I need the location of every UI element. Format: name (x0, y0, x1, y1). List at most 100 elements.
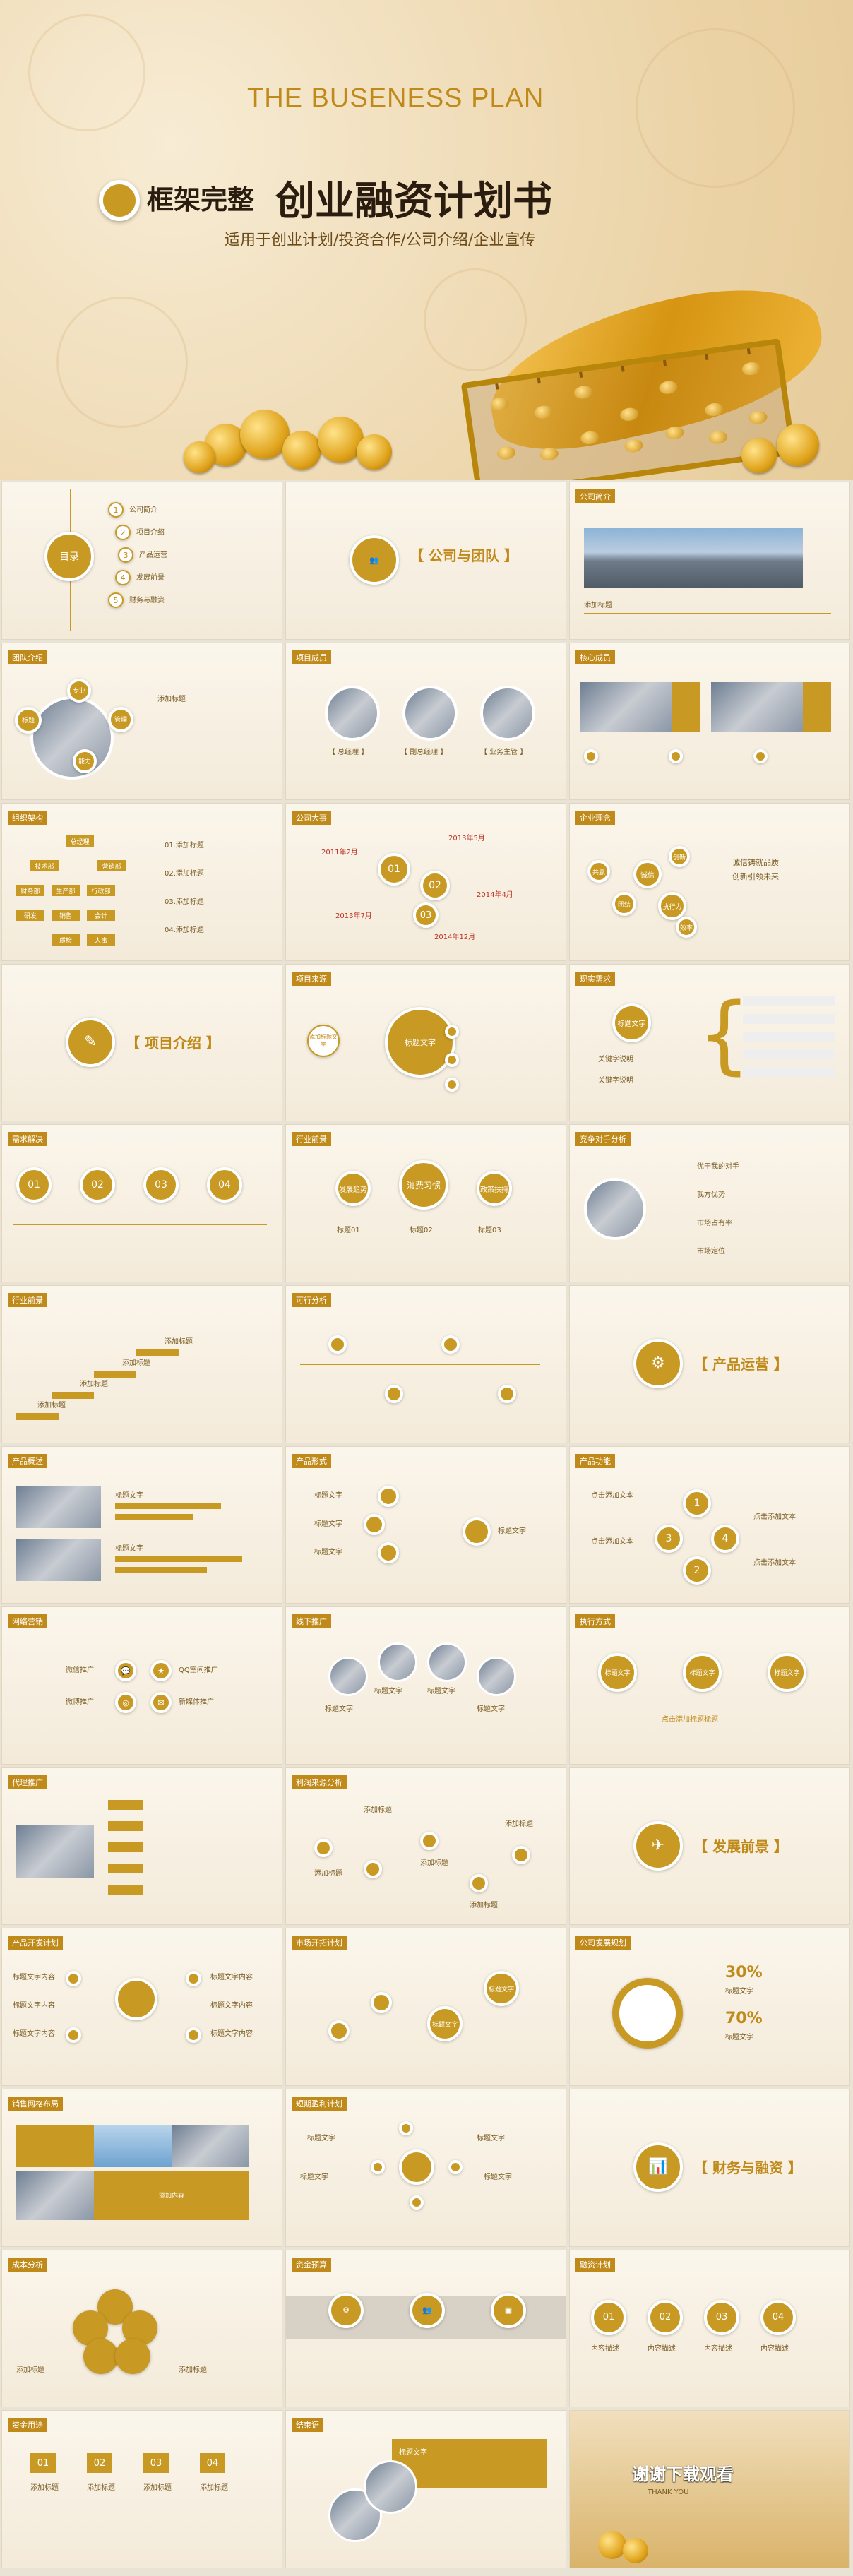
slide-offline-promo[interactable]: 线下推广 标题文字 标题文字 标题文字 标题文字 (285, 1606, 566, 1765)
coin-image (282, 431, 321, 470)
market-circle: 标题文字 (484, 1971, 519, 2007)
slide-product-form[interactable]: 产品形式 标题文字 标题文字 标题文字 标题文字 (285, 1445, 566, 1604)
slide-competitor[interactable]: 竞争对手分析 优于我的对手 我方优势 市场占有率 市场定位 (569, 1124, 850, 1282)
slide-budget[interactable]: 资金预算 ⚙ 👥 ▣ (285, 2249, 566, 2408)
org-note: 02.添加标题 (165, 870, 204, 878)
func-label: 点击添加文本 (591, 1491, 633, 1500)
slide-company-intro[interactable]: 公司简介 添加标题 (569, 482, 850, 640)
plan-percent: 70% (725, 2010, 763, 2028)
toc-item[interactable]: 财务与融资 (129, 597, 165, 604)
slide-short-profit[interactable]: 短期盈利计划 标题文字 标题文字 标题文字 标题文字 (285, 2088, 566, 2247)
slide-market-demand[interactable]: 现实需求 标题文字 关键字说明 关键字说明 { (569, 963, 850, 1122)
slide-core-members[interactable]: 核心成员 (569, 642, 850, 801)
section-title: 【 产品运营 】 (693, 1355, 788, 1373)
channel-label: 微博推广 (66, 1698, 94, 1707)
product-label: 标题文字 (115, 1544, 143, 1553)
slide-header: 核心成员 (575, 650, 615, 664)
profit-label: 添加标题 (470, 1901, 498, 1909)
slide-agency-promo[interactable]: 代理推广 (1, 1767, 282, 1926)
slide-header: 产品形式 (292, 1453, 331, 1468)
milestone-year: 2013年7月 (335, 912, 372, 921)
slide-execution[interactable]: 执行方式 标题文字 标题文字 标题文字 点击添加标题标题 (569, 1606, 850, 1765)
bullet-icon (669, 749, 683, 763)
slide-finance-section[interactable]: 📊 【 财务与融资 】 (569, 2088, 850, 2247)
step-dot (328, 2020, 350, 2042)
func-num: 4 (711, 1524, 739, 1553)
decor-swirl (636, 28, 795, 188)
toc-item[interactable]: 项目介绍 (136, 529, 165, 537)
org-box: 销售 (52, 910, 80, 922)
slide-org-structure[interactable]: 组织架构 总经理 技术部 营销部 财务部 生产部 行政部 研发 销售 会计 质检… (1, 803, 282, 961)
slide-product-ops-section[interactable]: ⚙ 【 产品运营 】 (569, 1284, 850, 1443)
slide-fund-flow[interactable]: 资金用途 01 02 03 04 添加标题 添加标题 添加标题 添加标题 (1, 2410, 282, 2568)
promo-photo (328, 1657, 368, 1697)
bullet-icon (445, 1052, 459, 1067)
profit-label: 标题文字 (477, 2134, 505, 2142)
func-num: 1 (683, 1489, 711, 1517)
agency-photo (16, 1824, 94, 1878)
dev-node (186, 1971, 201, 1987)
org-box: 质检 (52, 934, 80, 946)
slide-milestones[interactable]: 公司大事 01 02 03 2013年5月 2011年2月 2014年4月 20… (285, 803, 566, 961)
flow-num: 02 (87, 2453, 112, 2474)
profit-center (399, 2149, 434, 2185)
org-note: 04.添加标题 (165, 926, 204, 935)
slide-profit-source[interactable]: 利润来源分析 添加标题 添加标题 添加标题 添加标题 添加标题 (285, 1767, 566, 1926)
slide-culture[interactable]: 企业理念 诚信 执行力 团结 创新 共赢 效率 诚信铸就品质 创新引领未来 (569, 803, 850, 961)
slide-feasibility[interactable]: 可行分析 (285, 1284, 566, 1443)
budget-icon: ▣ (491, 2292, 526, 2328)
slide-toc[interactable]: 目录 1 公司简介 2 项目介绍 3 产品运营 4 发展前景 5 财务与融资 (1, 482, 282, 640)
slide-thanks[interactable]: 谢谢下载观看 THANK YOU (569, 2410, 850, 2568)
slide-team-intro[interactable]: 团队介绍 标题 专业 管理 能力 添加标题 (1, 642, 282, 801)
slide-conclusion[interactable]: 结束语 标题文字 (285, 2410, 566, 2568)
slide-company-team-section[interactable]: 👥 【 公司与团队 】 (285, 482, 566, 640)
slide-network-marketing[interactable]: 网络营销 💬 ★ ◎ ✉ 微信推广 QQ空间推广 微博推广 新媒体推广 (1, 1606, 282, 1765)
conclusion-photo (364, 2460, 417, 2515)
step-num: 02 (80, 1167, 115, 1203)
milestone-num: 01 (378, 853, 410, 886)
slide-project-members[interactable]: 项目成员 【 总经理 】 【 副总经理 】 【 业务主管 】 (285, 642, 566, 801)
slide-cost-analysis[interactable]: 成本分析 添加标题 添加标题 (1, 2249, 282, 2408)
slide-header: 公司发展规划 (575, 1936, 631, 1950)
prospect-circle: 消费习惯 (399, 1160, 448, 1210)
milestone-year: 2013年5月 (448, 835, 485, 843)
dev-label: 标题文字内容 (210, 2030, 253, 2039)
profit-node (399, 2121, 413, 2135)
slide-industry-prospect-2[interactable]: 行业前景 添加标题 添加标题 添加标题 添加标题 (1, 1284, 282, 1443)
slide-financing-plan[interactable]: 融资计划 01 02 03 04 内容描述 内容描述 内容描述 内容描述 (569, 2249, 850, 2408)
slide-project-source[interactable]: 项目来源 添加标题文字 标题文字 (285, 963, 566, 1122)
slide-market-dev[interactable]: 市场开拓计划 标题文字 标题文字 (285, 1928, 566, 2086)
slide-header: 公司简介 (575, 489, 615, 503)
slide-product-dev[interactable]: 产品开发计划 标题文字内容 标题文字内容 标题文字内容 标题文字内容 标题文字内… (1, 1928, 282, 2086)
section-title: 【 发展前景 】 (693, 1837, 788, 1855)
gear-icon: ⚙ (633, 1338, 683, 1388)
channel-label: 微信推广 (66, 1666, 94, 1675)
bullet-icon (753, 749, 768, 763)
slide-product-overview[interactable]: 产品概述 标题文字 标题文字 (1, 1445, 282, 1604)
coin-image (318, 417, 364, 463)
slide-demand-solve[interactable]: 需求解决 01 02 03 04 (1, 1124, 282, 1282)
slide-header: 成本分析 (8, 2257, 47, 2272)
slide-prospect-section[interactable]: ✈ 【 发展前景 】 (569, 1767, 850, 1926)
slide-sales-network[interactable]: 销售网格布局 添加内容 (1, 2088, 282, 2247)
slide-header: 竞争对手分析 (575, 1132, 631, 1147)
slide-header: 产品功能 (575, 1453, 615, 1468)
slide-header: 团队介绍 (8, 650, 47, 664)
slide-company-plan[interactable]: 公司发展规划 30% 标题文字 70% 标题文字 (569, 1928, 850, 2086)
tag: 专业 (67, 678, 91, 703)
org-box: 行政部 (87, 885, 115, 897)
org-note: 01.添加标题 (165, 842, 204, 850)
toc-item[interactable]: 产品运营 (139, 551, 167, 559)
slide-industry-prospect[interactable]: 行业前景 发展趋势 消费习惯 政策扶持 标题01 标题02 标题03 (285, 1124, 566, 1282)
source-left: 添加标题文字 (307, 1024, 340, 1057)
dev-label: 标题文字内容 (13, 2002, 55, 2010)
conclusion-label: 标题文字 (399, 2449, 427, 2457)
coin-image (741, 438, 777, 473)
slide-project-section[interactable]: ✎ 【 项目介绍 】 (1, 963, 282, 1122)
slide-product-function[interactable]: 产品功能 1 3 4 2 点击添加文本 点击添加文本 点击添加文本 点击添加文本 (569, 1445, 850, 1604)
promo-photo (477, 1657, 516, 1697)
toc-item[interactable]: 公司简介 (129, 506, 157, 514)
toc-item[interactable]: 发展前景 (136, 574, 165, 582)
thanks-sub: THANK YOU (648, 2488, 689, 2497)
profit-label: 添加标题 (505, 1820, 533, 1828)
